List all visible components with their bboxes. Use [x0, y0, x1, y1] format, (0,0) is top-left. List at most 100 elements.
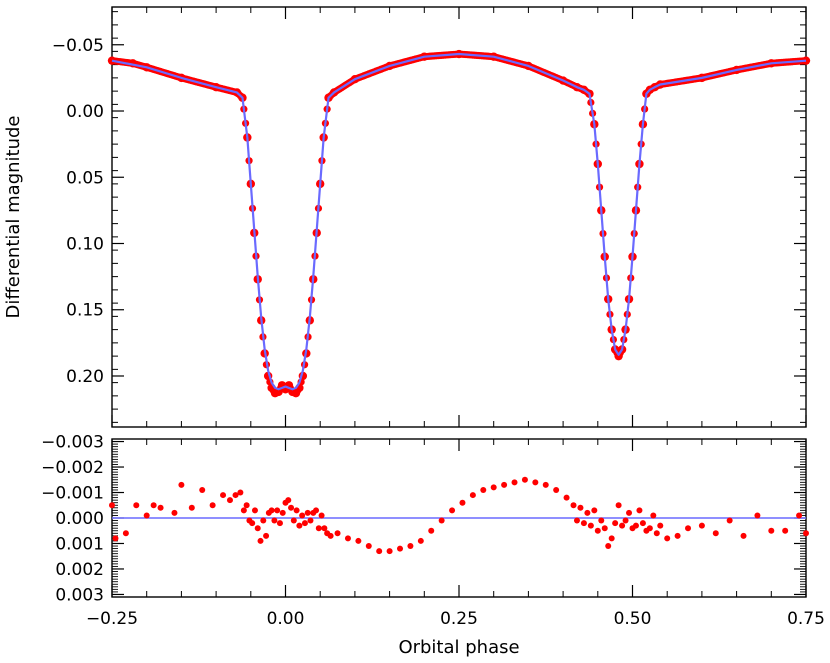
- residual-point: [315, 525, 322, 532]
- residual-point: [438, 517, 445, 524]
- residual-point: [386, 548, 393, 555]
- residual-point: [469, 492, 476, 499]
- residual-point: [344, 535, 351, 542]
- residual-point: [619, 522, 626, 529]
- observed-point: [107, 56, 117, 65]
- residual-point: [109, 502, 115, 509]
- light-curve-y-tick-labels: −0.05 0.00 0.05 0.10 0.15 0.20: [52, 36, 104, 387]
- residual-point: [650, 512, 657, 519]
- x-tick-label: −0.25: [86, 609, 138, 629]
- residual-point: [171, 509, 178, 516]
- residual-point: [199, 486, 206, 493]
- residual-point: [598, 517, 605, 524]
- bot-y-tick-label: −0.001: [41, 484, 104, 504]
- residual-point: [279, 509, 286, 516]
- residual-point: [240, 507, 247, 514]
- top-y-tick-label: 0.05: [66, 168, 104, 188]
- residual-point: [626, 509, 633, 516]
- bot-y-tick-label: 0.000: [55, 509, 104, 529]
- residual-point: [243, 502, 250, 509]
- residual-point: [178, 481, 185, 488]
- residual-point: [251, 507, 258, 514]
- residual-point: [299, 512, 306, 519]
- x-tick-label: 0.00: [267, 609, 305, 629]
- residual-point: [112, 535, 119, 542]
- residual-point: [657, 522, 664, 529]
- residual-point: [490, 484, 497, 491]
- residual-point: [327, 532, 334, 539]
- residual-point: [321, 525, 328, 532]
- x-axis-title: Orbital phase: [398, 637, 519, 658]
- residual-point: [601, 525, 608, 532]
- residual-point: [296, 522, 303, 529]
- residual-point: [532, 479, 539, 486]
- residual-point: [133, 502, 140, 509]
- residual-point: [542, 481, 549, 488]
- residuals-panel: −0.003 −0.002 −0.001 0.000 0.001 0.002 0.003 −…: [41, 433, 825, 658]
- residuals-ticks: [111, 438, 807, 598]
- residual-point: [698, 522, 705, 529]
- residual-point: [622, 517, 629, 524]
- residual-point: [313, 507, 320, 514]
- residual-point: [480, 486, 487, 493]
- residual-point: [271, 517, 278, 524]
- residual-point: [740, 532, 747, 539]
- residual-point: [653, 530, 660, 537]
- residual-point: [803, 530, 809, 537]
- residual-point: [796, 512, 803, 519]
- residual-point: [674, 532, 681, 539]
- light-curve-panel: −0.05 0.00 0.05 0.10 0.15 0.20 Differential m…: [3, 6, 811, 428]
- residual-point: [263, 532, 270, 539]
- residual-point: [563, 494, 570, 501]
- residual-point: [232, 492, 239, 499]
- residual-point: [417, 537, 424, 544]
- top-y-tick-label: 0.20: [66, 367, 104, 387]
- bot-y-tick-label: 0.003: [55, 585, 104, 605]
- residual-point: [459, 499, 466, 506]
- residual-point: [304, 509, 311, 516]
- residuals-series: [109, 476, 809, 555]
- residual-point: [209, 502, 216, 509]
- observed-point: [801, 56, 811, 65]
- residual-point: [268, 507, 275, 514]
- residual-point: [754, 512, 761, 519]
- bot-y-tick-label: 0.002: [55, 560, 104, 580]
- residual-point: [249, 520, 256, 527]
- residual-point: [274, 507, 281, 514]
- top-y-tick-label: 0.00: [66, 102, 104, 122]
- x-tick-label: 0.75: [787, 609, 825, 629]
- residual-point: [355, 537, 362, 544]
- residual-point: [768, 527, 775, 534]
- x-tick-label: 0.25: [440, 609, 478, 629]
- residual-point: [608, 535, 615, 542]
- residual-point: [591, 507, 598, 514]
- residual-point: [580, 520, 587, 527]
- x-tick-label: 0.50: [614, 609, 652, 629]
- residual-point: [254, 525, 261, 532]
- residual-point: [553, 486, 560, 493]
- residual-point: [570, 502, 577, 509]
- residual-point: [664, 535, 671, 542]
- observed-point: [274, 387, 283, 397]
- residual-point: [157, 504, 164, 511]
- y-axis-title: Differential magnitude: [3, 115, 24, 318]
- residual-point: [639, 520, 646, 527]
- model-line: [111, 52, 807, 391]
- residual-point: [511, 479, 518, 486]
- residual-point: [226, 497, 233, 504]
- residuals-y-tick-labels: −0.003 −0.002 −0.001 0.000 0.001 0.002 0.003: [41, 433, 104, 606]
- residual-point: [605, 543, 612, 550]
- residual-point: [577, 504, 584, 511]
- residual-point: [449, 507, 456, 514]
- residual-point: [290, 517, 297, 524]
- top-y-tick-label: −0.05: [52, 36, 104, 56]
- residual-point: [632, 522, 639, 529]
- bot-y-tick-label: −0.003: [41, 433, 104, 453]
- light-curve-ticks: [111, 7, 807, 427]
- residual-point: [376, 548, 383, 555]
- residual-point: [685, 525, 692, 532]
- residual-point: [307, 517, 314, 524]
- residual-point: [407, 543, 414, 550]
- residual-point: [285, 497, 292, 504]
- residual-point: [726, 517, 733, 524]
